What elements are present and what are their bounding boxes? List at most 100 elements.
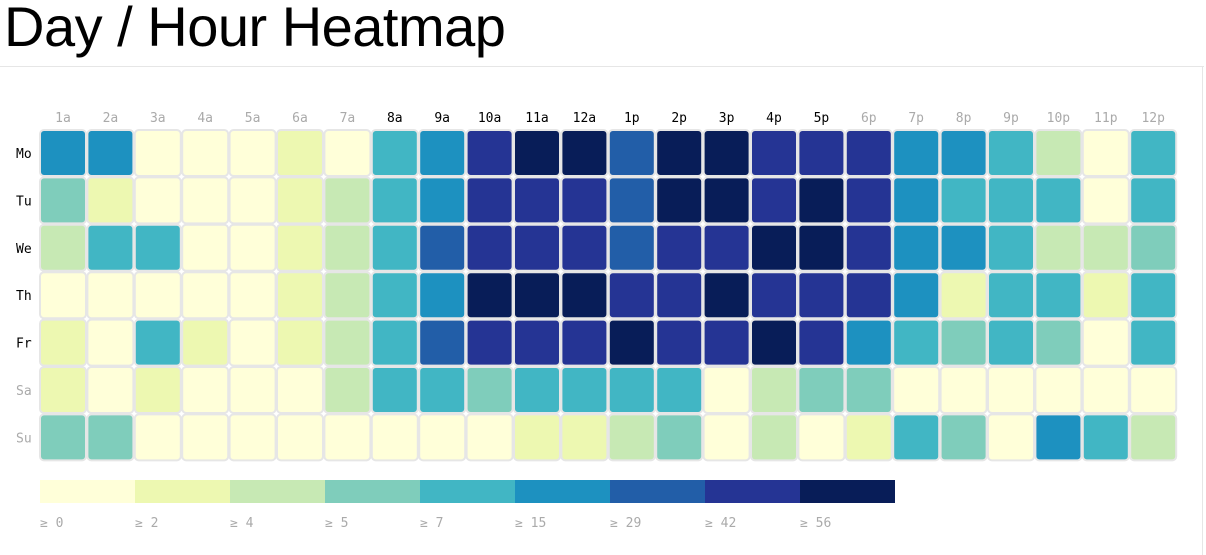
heatmap-cell[interactable]: We 5p: 56 [797,223,846,272]
heatmap-cell[interactable]: We 4p: 56 [750,223,798,272]
heatmap-cell[interactable]: Sa 1p: 7 [607,366,656,414]
heatmap-cell[interactable]: Mo 1a: 15 [39,129,87,177]
heatmap-cell[interactable]: Tu 2p: 56 [655,176,704,225]
heatmap-cell[interactable]: Su 3p: 0 [702,413,751,462]
heatmap-cell[interactable]: Th 7p: 15 [892,271,941,320]
heatmap-cell[interactable]: We 4a: 0 [181,223,230,272]
heatmap-cell[interactable]: We 5a: 0 [228,223,277,272]
heatmap-cell[interactable]: Tu 9a: 15 [418,176,467,225]
heatmap-cell[interactable]: Sa 1a: 2 [39,366,87,414]
heatmap-cell[interactable]: Tu 7p: 15 [892,176,941,225]
heatmap-cell[interactable]: Mo 6p: 42 [844,129,893,177]
heatmap-cell[interactable]: Mo 11a: 56 [513,129,561,177]
heatmap-cell[interactable]: Tu 6p: 42 [844,176,893,225]
heatmap-cell[interactable]: Mo 3a: 0 [133,129,182,177]
heatmap-cell[interactable]: We 2p: 42 [655,223,704,272]
heatmap-cell[interactable]: We 8p: 15 [939,223,988,272]
heatmap-cell[interactable]: Su 7p: 7 [892,413,941,462]
heatmap-cell[interactable]: Fr 10p: 5 [1034,318,1083,367]
heatmap-cell[interactable]: Mo 12a: 56 [560,129,609,177]
heatmap-cell[interactable]: Sa 11p: 0 [1081,366,1130,414]
heatmap-cell[interactable]: Th 1p: 42 [607,271,656,320]
heatmap-cell[interactable]: Su 11a: 2 [513,413,561,462]
heatmap-cell[interactable]: Fr 9p: 7 [987,318,1035,367]
heatmap-cell[interactable]: Mo 7a: 0 [323,129,372,177]
heatmap-cell[interactable]: Su 11p: 7 [1081,413,1130,462]
heatmap-cell[interactable]: Sa 7p: 0 [892,366,941,414]
heatmap-cell[interactable]: Th 2a: 0 [86,271,135,320]
heatmap-cell[interactable]: Th 7a: 4 [323,271,372,320]
heatmap-cell[interactable]: Th 8a: 7 [370,271,419,320]
heatmap-cell[interactable]: Fr 8a: 7 [370,318,419,367]
heatmap-cell[interactable]: We 10a: 42 [465,223,514,272]
heatmap-cell[interactable]: Su 4p: 4 [750,413,798,462]
heatmap-cell[interactable]: Sa 5a: 0 [228,366,277,414]
heatmap-cell[interactable]: Mo 4p: 42 [750,129,798,177]
heatmap-cell[interactable]: Su 1p: 4 [607,413,656,462]
heatmap-cell[interactable]: Tu 8a: 7 [370,176,419,225]
heatmap-cell[interactable]: Sa 9p: 0 [987,366,1035,414]
heatmap-cell[interactable]: Su 5a: 0 [228,413,277,462]
heatmap-cell[interactable]: Sa 5p: 5 [797,366,846,414]
heatmap-cell[interactable]: We 3a: 7 [133,223,182,272]
heatmap-cell[interactable]: We 12a: 42 [560,223,609,272]
heatmap-cell[interactable]: Fr 9a: 29 [418,318,467,367]
heatmap-cell[interactable]: Fr 11p: 0 [1081,318,1130,367]
heatmap-cell[interactable]: Tu 5p: 56 [797,176,846,225]
heatmap-cell[interactable]: Fr 4p: 56 [750,318,798,367]
heatmap-cell[interactable]: Th 9p: 7 [987,271,1035,320]
heatmap-cell[interactable]: Tu 8p: 7 [939,176,988,225]
heatmap-cell[interactable]: Th 10a: 56 [465,271,514,320]
heatmap-cell[interactable]: Th 8p: 2 [939,271,988,320]
heatmap-cell[interactable]: Mo 4a: 0 [181,129,230,177]
heatmap-cell[interactable]: Mo 7p: 15 [892,129,941,177]
heatmap-cell[interactable]: Su 8p: 5 [939,413,988,462]
heatmap-cell[interactable]: Th 5p: 42 [797,271,846,320]
heatmap-cell[interactable]: Th 1a: 0 [39,271,87,320]
heatmap-cell[interactable]: We 6a: 2 [276,223,324,272]
heatmap-cell[interactable]: Th 9a: 15 [418,271,467,320]
heatmap-cell[interactable]: Mo 3p: 56 [702,129,751,177]
heatmap-cell[interactable]: Tu 12a: 42 [560,176,609,225]
heatmap-cell[interactable]: Tu 10p: 7 [1034,176,1083,225]
heatmap-cell[interactable]: Tu 3p: 56 [702,176,751,225]
heatmap-cell[interactable]: Su 9p: 0 [987,413,1035,462]
heatmap-cell[interactable]: Sa 8p: 0 [939,366,988,414]
heatmap-cell[interactable]: Tu 5a: 0 [228,176,277,225]
heatmap-cell[interactable]: Fr 4a: 2 [181,318,230,367]
heatmap-cell[interactable]: Mo 2p: 56 [655,129,704,177]
heatmap-cell[interactable]: Tu 10a: 42 [465,176,514,225]
heatmap-cell[interactable]: Fr 5a: 0 [228,318,277,367]
heatmap-cell[interactable]: Sa 3a: 2 [133,366,182,414]
heatmap-cell[interactable]: We 6p: 42 [844,223,893,272]
heatmap-cell[interactable]: Th 11a: 56 [513,271,561,320]
heatmap-cell[interactable]: Fr 1p: 56 [607,318,656,367]
heatmap-cell[interactable]: Tu 7a: 4 [323,176,372,225]
heatmap-cell[interactable]: We 1a: 4 [39,223,87,272]
heatmap-cell[interactable]: Mo 10a: 42 [465,129,514,177]
heatmap-cell[interactable]: Sa 9a: 7 [418,366,467,414]
heatmap-cell[interactable]: Fr 3p: 42 [702,318,751,367]
heatmap-cell[interactable]: Tu 12p: 7 [1129,176,1178,225]
heatmap-cell[interactable]: We 9a: 29 [418,223,467,272]
heatmap-cell[interactable]: We 8a: 7 [370,223,419,272]
heatmap-cell[interactable]: Fr 5p: 42 [797,318,846,367]
heatmap-cell[interactable]: Th 6p: 42 [844,271,893,320]
heatmap-cell[interactable]: Mo 8a: 7 [370,129,419,177]
heatmap-cell[interactable]: Fr 7p: 7 [892,318,941,367]
heatmap-cell[interactable]: We 7p: 15 [892,223,941,272]
heatmap-cell[interactable]: Sa 10a: 5 [465,366,514,414]
heatmap-cell[interactable]: Sa 2a: 0 [86,366,135,414]
heatmap-cell[interactable]: Su 5p: 0 [797,413,846,462]
heatmap-cell[interactable]: We 7a: 4 [323,223,372,272]
heatmap-cell[interactable]: Su 10a: 0 [465,413,514,462]
heatmap-cell[interactable]: We 11p: 4 [1081,223,1130,272]
heatmap-cell[interactable]: Su 4a: 0 [181,413,230,462]
heatmap-cell[interactable]: Th 5a: 0 [228,271,277,320]
heatmap-cell[interactable]: Sa 11a: 7 [513,366,561,414]
heatmap-cell[interactable]: Su 2a: 5 [86,413,135,462]
heatmap-cell[interactable]: Mo 11p: 0 [1081,129,1130,177]
heatmap-cell[interactable]: Fr 2a: 0 [86,318,135,367]
heatmap-cell[interactable]: Su 6p: 2 [844,413,893,462]
heatmap-cell[interactable]: Fr 2p: 42 [655,318,704,367]
